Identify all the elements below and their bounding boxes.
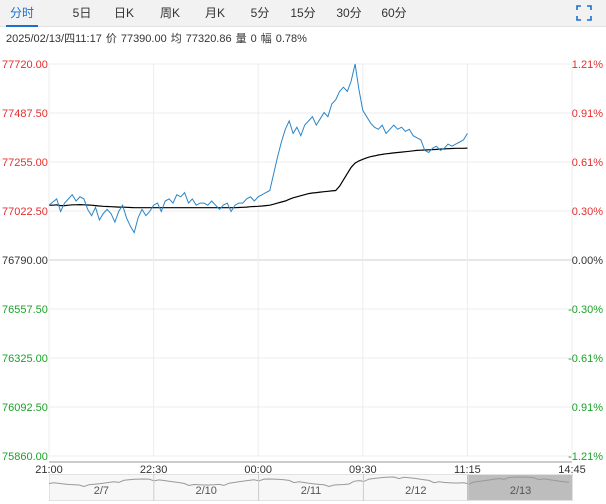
- price-tick-label: 76790.00: [2, 255, 48, 267]
- percent-tick-label: 0.61%: [572, 157, 603, 169]
- percent-tick-label: -0.30%: [568, 304, 603, 316]
- percent-axis-labels: 1.21% 0.91% 0.61% 0.30% 0.00% -0.30% -0.61% 0.9…: [568, 59, 603, 463]
- tab-intraday[interactable]: 分时: [6, 0, 38, 27]
- percent-tick-label: 0.00%: [572, 255, 603, 267]
- change-value: 0.78%: [275, 33, 307, 45]
- navigator-date-label: 2/12: [405, 485, 426, 497]
- tab-5-day[interactable]: 5日: [72, 6, 92, 20]
- price-tick-label: 76325.00: [2, 353, 48, 365]
- avg-value: 77320.86: [185, 33, 232, 45]
- tab-30-min[interactable]: 30分: [336, 6, 362, 20]
- navigator-selection[interactable]: [467, 475, 572, 500]
- quote-datetime: 2025/02/13/四11:17: [6, 33, 102, 45]
- navigator-date-label: 2/10: [195, 485, 216, 497]
- navigator-date-label: 2/11: [301, 485, 322, 497]
- price-tick-label: 77720.00: [2, 59, 48, 71]
- quote-info-bar: 2025/02/13/四11:17 价 77390.00 均 77320.86 量 0 幅 0.…: [6, 30, 311, 48]
- price-tick-label: 75860.00: [2, 451, 48, 463]
- time-tick-label: 09:30: [349, 464, 377, 474]
- navigator-mini-line: [49, 476, 570, 488]
- chart-grid: [48, 63, 573, 463]
- volume-value: 0: [250, 33, 257, 45]
- percent-tick-label: -1.21%: [568, 451, 603, 463]
- time-tick-label: 22:30: [140, 464, 168, 474]
- change-label: 幅: [260, 33, 272, 45]
- time-range-navigator[interactable]: 2/7 2/10 2/11 2/12 2/13: [49, 474, 573, 501]
- price-tick-label: 77255.00: [2, 157, 48, 169]
- percent-tick-label: 0.30%: [572, 206, 603, 218]
- percent-tick-label: 0.91%: [572, 402, 603, 414]
- price-tick-label: 77022.50: [2, 206, 48, 218]
- navigator-date-label: 2/13: [510, 485, 531, 497]
- navigator-labels: 2/7 2/10 2/11 2/12 2/13: [94, 474, 531, 501]
- tab-60-min[interactable]: 60分: [381, 6, 407, 20]
- percent-tick-label: 1.21%: [572, 59, 603, 71]
- price-label: 价: [105, 33, 117, 45]
- percent-tick-label: -0.61%: [568, 353, 603, 365]
- volume-label: 量: [235, 33, 247, 45]
- fullscreen-icon[interactable]: [576, 5, 592, 21]
- tab-5-min[interactable]: 5分: [250, 6, 270, 20]
- price-tick-label: 77487.50: [2, 108, 48, 120]
- tab-weekly-k[interactable]: 周K: [159, 6, 180, 20]
- percent-tick-label: 0.91%: [572, 108, 603, 120]
- time-tick-label: 14:45: [558, 464, 586, 474]
- navigator-date-label: 2/7: [94, 485, 109, 497]
- time-axis-labels: 21:00 22:30 00:00 09:30 11:15 14:45: [35, 464, 586, 474]
- price-tick-label: 76092.50: [2, 402, 48, 414]
- avg-label: 均: [170, 33, 182, 45]
- tab-15-min[interactable]: 15分: [290, 6, 316, 20]
- tab-monthly-k[interactable]: 月K: [204, 6, 225, 20]
- price-axis-labels: 77720.00 77487.50 77255.00 77022.50 76790.00…: [2, 59, 48, 463]
- intraday-price-chart[interactable]: 77720.00 77487.50 77255.00 77022.50 76790.00…: [0, 0, 606, 474]
- price-line: [48, 63, 468, 234]
- tab-daily-k[interactable]: 日K: [113, 6, 134, 20]
- time-tick-label: 11:15: [454, 464, 481, 474]
- period-tab-bar: 分时 5日 日K 周K 月K 5分 15分 30分 60分: [0, 0, 606, 27]
- average-price-line: [49, 147, 468, 209]
- price-tick-label: 76557.50: [2, 304, 48, 316]
- time-tick-label: 00:00: [244, 464, 272, 474]
- price-value: 77390.00: [120, 33, 167, 45]
- time-tick-label: 21:00: [35, 464, 63, 474]
